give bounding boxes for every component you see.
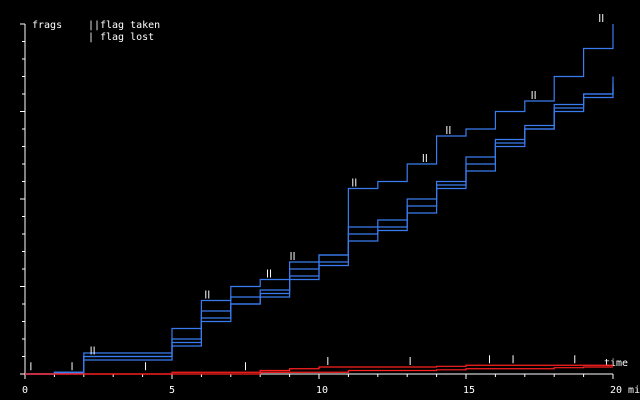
flag-taken: [531, 91, 536, 99]
x-tick-label: 20 min: [610, 385, 640, 396]
legend-label: flag taken: [100, 20, 160, 31]
x-tick-label: 5: [169, 385, 175, 396]
series-line: [25, 24, 614, 375]
x-tick-label: 0: [22, 385, 28, 396]
flag-taken: [290, 252, 295, 260]
y-axis-label: frags: [32, 20, 62, 31]
series-line: [25, 366, 613, 375]
legend-marker: ||: [88, 20, 100, 31]
flag-taken: [205, 290, 210, 299]
flag-taken: [446, 126, 451, 134]
x-tick-label: 15: [463, 385, 475, 396]
flag-taken: [90, 346, 95, 355]
x-tick-label: 10: [316, 385, 328, 396]
series-line: [25, 87, 614, 375]
series-line: [25, 76, 614, 375]
legend-label: flag lost: [100, 32, 154, 43]
flag-taken: [599, 14, 604, 22]
flag-taken: [352, 178, 357, 187]
series-line: [25, 364, 613, 375]
flag-taken: [422, 154, 427, 162]
flag-taken: [267, 269, 272, 278]
x-axis-label: time: [604, 358, 628, 369]
legend-marker: |: [88, 32, 94, 43]
